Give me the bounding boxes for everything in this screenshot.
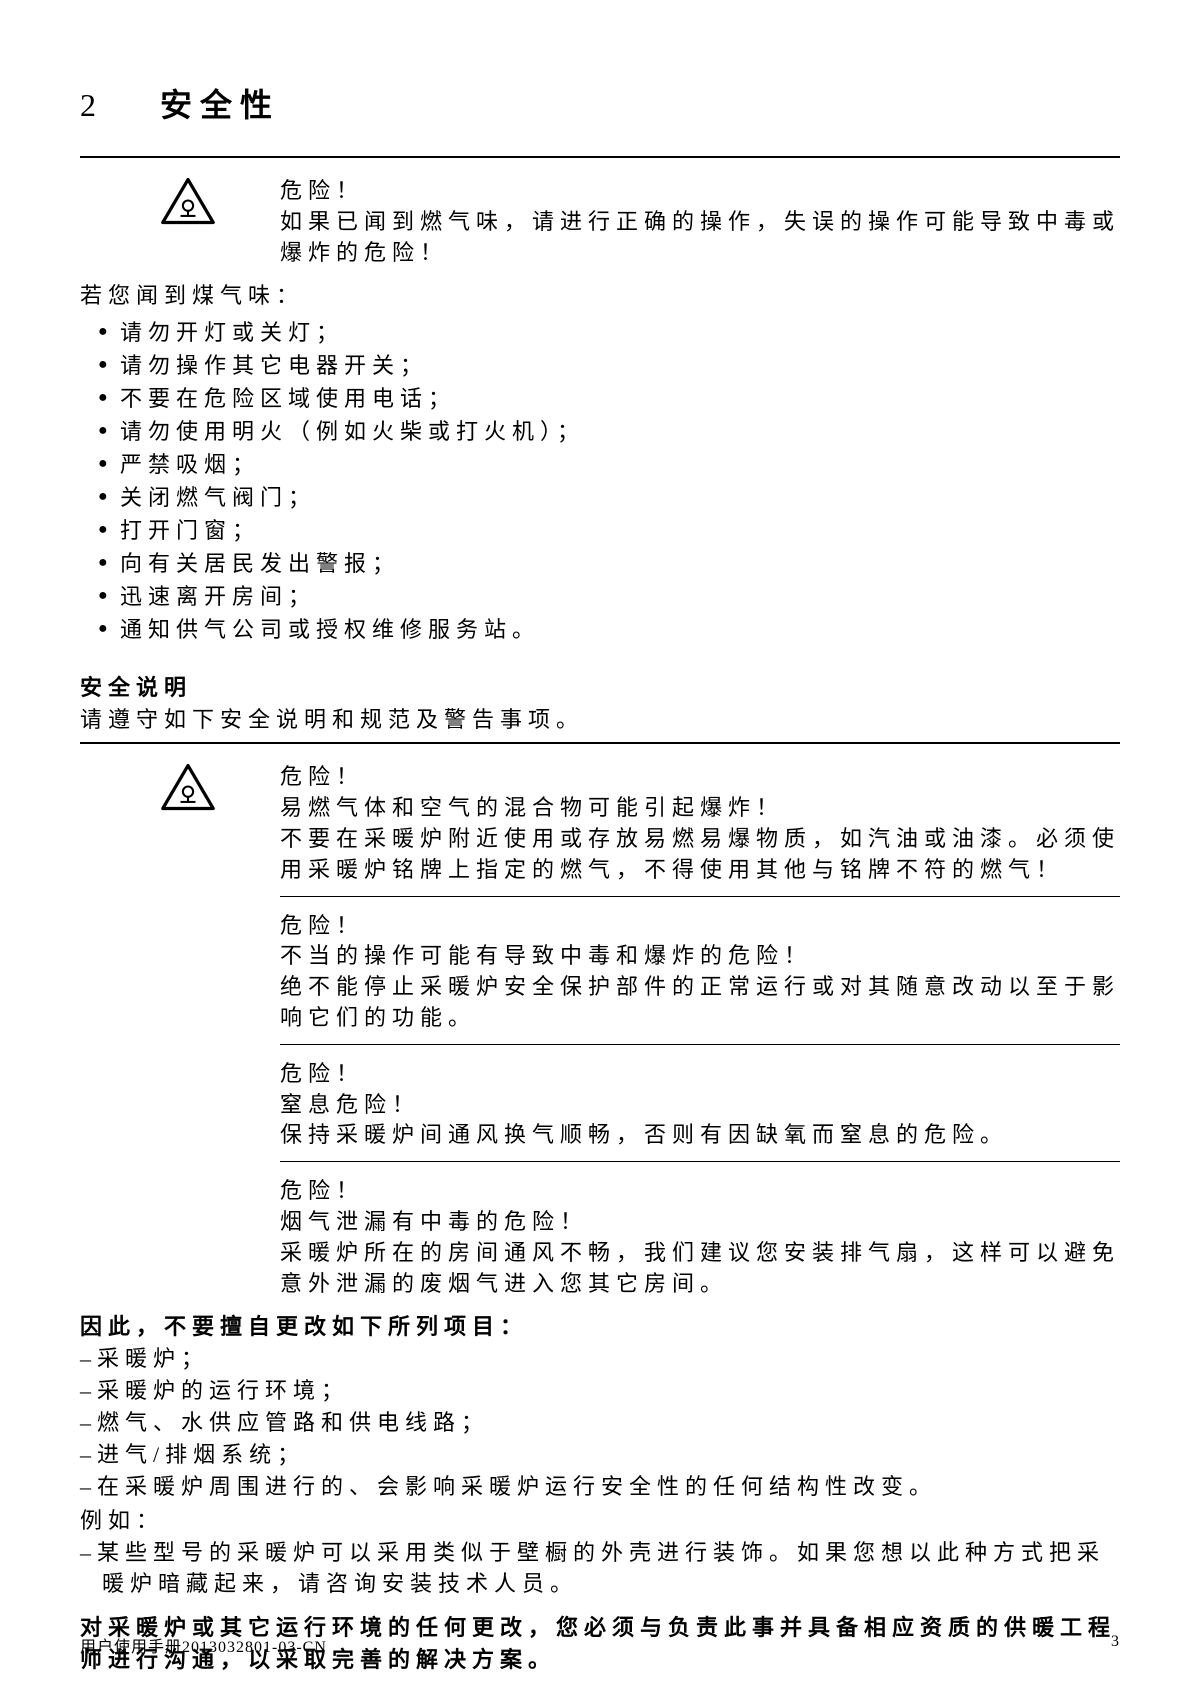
warning-label: 危险！ [280,911,1120,942]
warning-body: 如果已闻到燃气味，请进行正确的操作，失误的操作可能导致中毒或爆炸的危险！ [280,207,1120,269]
list-item: 通知供气公司或授权维修服务站。 [98,613,1120,646]
list-item: –燃气、水供应管路和供电线路； [80,1407,1120,1439]
therefore-heading: 因此，不要擅自更改如下所列项目： [80,1311,1120,1343]
warning-body-line2: 保持采暖炉间通风换气顺畅，否则有因缺氧而窒息的危险。 [280,1120,1120,1151]
list-item: 迅速离开房间； [98,580,1120,613]
list-item: –采暖炉； [80,1343,1120,1375]
safety-note-heading: 安全说明 [80,670,1120,702]
warning-body-line2: 不要在采暖炉附近使用或存放易燃易爆物质，如汽油或油漆。必须使用采暖炉铭牌上指定的… [280,824,1120,886]
divider [280,1044,1120,1045]
page-footer: 用户使用手册2013032801-03-CN 3 [80,1633,1120,1657]
warning-icon-wrap [80,762,280,817]
list-item: 向有关居民发出警报； [98,547,1120,580]
danger-triangle-icon [160,176,216,231]
list-item: 打开门窗； [98,514,1120,547]
warning-body-line1: 易燃气体和空气的混合物可能引起爆炸！ [280,793,1120,824]
example-list: –某些型号的采暖炉可以采用类似于壁橱的外壳进行装饰。如果您想以此种方式把采暖炉暗… [80,1537,1120,1601]
warning-body-line1: 不当的操作可能有导致中毒和爆炸的危险！ [280,941,1120,972]
list-item: 请勿使用明火（例如火柴或打火机）； [98,415,1120,448]
warning-body-line2: 绝不能停止采暖炉安全保护部件的正常运行或对其随意改动以至于影响它们的功能。 [280,972,1120,1034]
divider [80,742,1120,744]
list-item: 严禁吸烟； [98,448,1120,481]
warning-label: 危险！ [280,1176,1120,1207]
section-title: 安全性 [160,80,280,126]
warning-label: 危险！ [280,1059,1120,1090]
danger-triangle-icon [160,762,216,817]
divider [280,896,1120,897]
list-item: –进气/排烟系统； [80,1439,1120,1471]
list-item: 请勿开灯或关灯； [98,316,1120,349]
gas-smell-intro: 若您闻到煤气味： [80,278,1120,310]
therefore-list: –采暖炉； –采暖炉的运行环境； –燃气、水供应管路和供电线路； –进气/排烟系… [80,1343,1120,1502]
warning-body-line2: 采暖炉所在的房间通风不畅，我们建议您安装排气扇，这样可以避免意外泄漏的废烟气进入… [280,1238,1120,1300]
list-item: 请勿操作其它电器开关； [98,349,1120,382]
warning-body-line1: 烟气泄漏有中毒的危险！ [280,1207,1120,1238]
warning-label: 危险！ [280,762,1120,793]
warning-text: 危险！ 如果已闻到燃气味，请进行正确的操作，失误的操作可能导致中毒或爆炸的危险！ [280,176,1120,268]
divider [80,156,1120,158]
warning-block-4: 危险！ 窒息危险！ 保持采暖炉间通风换气顺畅，否则有因缺氧而窒息的危险。 [280,1059,1120,1151]
section-number: 2 [80,87,160,124]
gas-smell-list: 请勿开灯或关灯； 请勿操作其它电器开关； 不要在危险区域使用电话； 请勿使用明火… [80,316,1120,646]
warning-body-line1: 窒息危险！ [280,1090,1120,1121]
section-header: 2 安全性 [80,80,1120,126]
warning-block-3: 危险！ 不当的操作可能有导致中毒和爆炸的危险！ 绝不能停止采暖炉安全保护部件的正… [280,911,1120,1034]
warning-text: 危险！ 易燃气体和空气的混合物可能引起爆炸！ 不要在采暖炉附近使用或存放易燃易爆… [280,762,1120,885]
divider [280,1161,1120,1162]
safety-note-desc: 请遵守如下安全说明和规范及警告事项。 [80,702,1120,734]
warning-block-2: 危险！ 易燃气体和空气的混合物可能引起爆炸！ 不要在采暖炉附近使用或存放易燃易爆… [80,762,1120,885]
list-item: –采暖炉的运行环境； [80,1375,1120,1407]
warning-label: 危险！ [280,176,1120,207]
footer-doc-id: 用户使用手册2013032801-03-CN [80,1633,327,1657]
list-item: –在采暖炉周围进行的、会影响采暖炉运行安全性的任何结构性改变。 [80,1471,1120,1503]
warning-block-5: 危险！ 烟气泄漏有中毒的危险！ 采暖炉所在的房间通风不畅，我们建议您安装排气扇，… [280,1176,1120,1299]
footer-page-number: 3 [1111,1633,1120,1657]
warning-icon-wrap [80,176,280,231]
list-item: –某些型号的采暖炉可以采用类似于壁橱的外壳进行装饰。如果您想以此种方式把采暖炉暗… [80,1537,1120,1601]
list-item: 关闭燃气阀门； [98,481,1120,514]
warning-block-1: 危险！ 如果已闻到燃气味，请进行正确的操作，失误的操作可能导致中毒或爆炸的危险！ [80,176,1120,268]
list-item: 不要在危险区域使用电话； [98,382,1120,415]
example-heading: 例如： [80,1505,1120,1537]
